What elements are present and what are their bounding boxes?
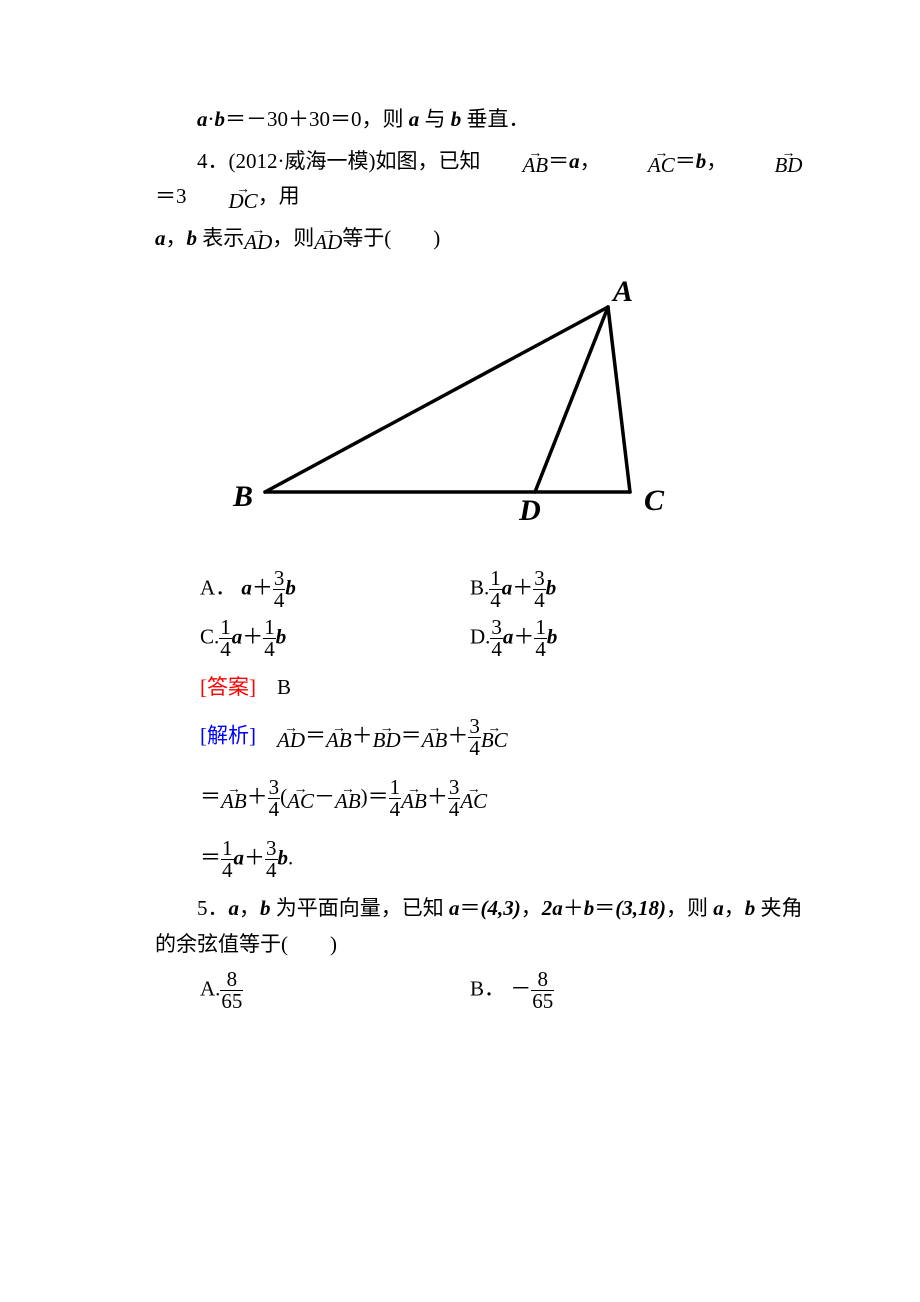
q5-option-b[interactable]: B． －865 [470,969,810,1012]
svg-text:A: A [611,277,633,308]
vec-ab: →AB [480,150,548,176]
q4-option-c[interactable]: C.14a＋14b [155,617,470,660]
vec-ac: →AC [606,150,675,176]
q5-options-row1: A.865 B． －865 [155,969,810,1012]
q5-stem: 5．a，b 为平面向量，已知 a＝(4,3)，2a＋b＝(3,18)，则 a，b… [155,891,810,962]
var-b: b [215,107,226,131]
vec-dc: →DC [187,186,258,212]
q4-solution-line2: ＝→AB＋34(→AC－→AB)＝14→AB＋34→AC [155,777,810,820]
solution-label: [解析] [200,723,256,747]
q4-option-d[interactable]: D.34a＋14b [470,617,810,660]
var-a: a [197,107,208,131]
q4-stem-line2: a，b 表示→AD，则→AD等于( ) [155,221,810,257]
q5-option-a[interactable]: A.865 [155,969,470,1012]
answer-label: [答案] [200,675,256,699]
triangle-figure: A B C D [215,277,810,549]
svg-text:D: D [518,494,541,527]
vec-bd: →BD [732,150,802,176]
svg-text:C: C [644,484,665,517]
q4-option-b[interactable]: B.14a＋34b [470,568,810,611]
vec-ad: →AD [244,227,272,253]
q4-solution-line3: ＝14a＋34b. [155,838,810,881]
q4-solution-line1: [解析] →AD＝→AB＋→BD＝→AB＋34→BC [155,716,810,759]
q4-options-row2: C.14a＋14b D.34a＋14b [155,617,810,660]
q4-options-row1: A． a＋34b B.14a＋34b [155,568,810,611]
svg-text:B: B [232,480,253,513]
q4-stem-line1: 4．(2012·威海一模)如图，已知→AB＝a， →AC＝b， →BD＝3→DC… [155,144,810,215]
q4-option-a[interactable]: A． a＋34b [155,568,470,611]
q4-answer: [答案] B [155,670,810,706]
prev-tail: a·b＝－30＋30＝0，则 a 与 b 垂直． [155,102,810,138]
